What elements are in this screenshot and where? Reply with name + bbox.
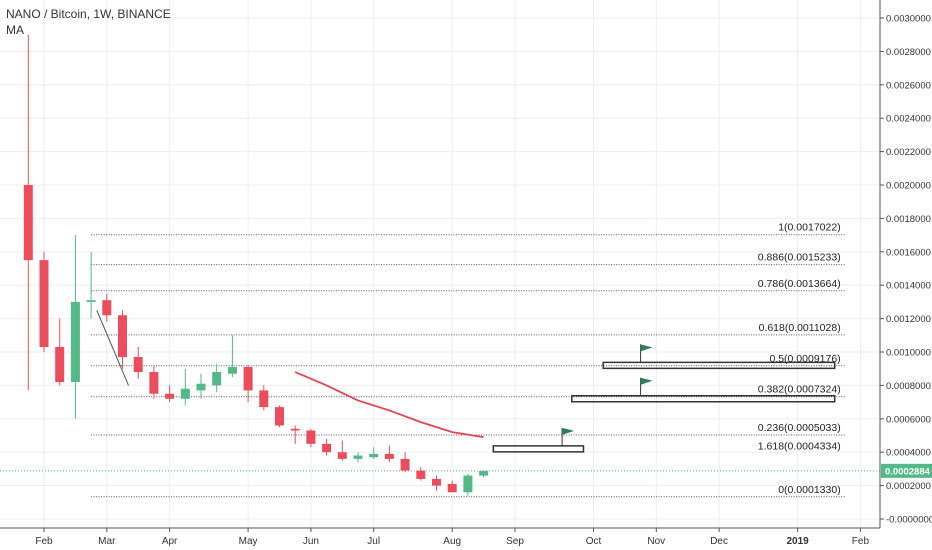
target-box [492, 445, 585, 453]
y-tick-label: 0.0016000 [886, 247, 931, 258]
y-tick-label: 0.0018000 [886, 214, 931, 225]
candle-body [243, 367, 253, 391]
ma-line [294, 371, 484, 439]
target-box [602, 361, 836, 370]
candle-body [133, 357, 143, 373]
y-tick-label: 0.0014000 [886, 281, 931, 292]
y-tick-label: 0.0030000 [886, 14, 931, 25]
y-tick-label: 0.0008000 [886, 381, 931, 392]
y-tick-label: 0.0024000 [886, 114, 931, 125]
y-tick-label: 0.0004000 [886, 448, 931, 459]
candle-body [322, 443, 332, 453]
x-tick-label: Aug [443, 536, 461, 547]
y-tick-label: 0.0012000 [886, 314, 931, 325]
target-box [571, 395, 836, 403]
indicator-label: MA [6, 23, 24, 37]
y-tick-label: 0.0028000 [886, 47, 931, 58]
candle-body [55, 346, 65, 383]
fib-level-label: 0.618(0.0011028) [759, 322, 841, 334]
candle-body [306, 430, 316, 444]
y-tick-label: 0.0006000 [886, 414, 931, 425]
current-price-label: 0.0002884 [885, 466, 931, 477]
flag-icon [640, 377, 653, 385]
candle-body [479, 470, 489, 476]
candle-body [463, 475, 473, 493]
flag-icon [562, 427, 575, 435]
candle-body [149, 372, 159, 394]
candle-body [353, 455, 363, 459]
x-tick-label: Feb [35, 536, 53, 547]
x-tick-label: Mar [98, 536, 116, 547]
trend-line [96, 310, 129, 386]
candle-body [212, 372, 222, 386]
candle-body [39, 260, 49, 347]
fib-level-label: 0.786(0.0013664) [758, 278, 841, 290]
x-tick-label: Apr [162, 536, 178, 547]
candle-body [165, 393, 175, 399]
candle-body [196, 383, 206, 391]
grid-layer [0, 0, 880, 528]
x-tick-label: Nov [647, 536, 665, 547]
candle-body [275, 407, 284, 426]
y-tick-label: -0.0000000 [886, 515, 932, 526]
candle-body [180, 388, 190, 399]
x-tick-label: Jun [303, 536, 319, 547]
candle-body [432, 478, 441, 486]
candle-body [337, 452, 347, 459]
fib-level-label: 0.382(0.0007324) [758, 384, 841, 396]
candle-body [23, 185, 33, 261]
x-tick-label: Feb [852, 536, 870, 547]
target-box-layer[interactable] [492, 344, 836, 453]
flag-icon [640, 344, 653, 352]
x-tick-label: Sep [506, 536, 524, 547]
candle-body [416, 470, 426, 479]
legend: NANO / Bitcoin, 1W, BINANCE MA [6, 6, 171, 38]
fib-level-label: 0(0.0001330) [778, 484, 840, 496]
candle-body [70, 301, 80, 383]
ma-layer [294, 371, 484, 439]
fib-layer: 1(0.0017022) 0.886(0.0015233) 0.786(0.0013… [0, 222, 880, 498]
candle-body [86, 300, 96, 302]
candle-body [227, 367, 237, 374]
current-price-badge [881, 463, 932, 478]
x-tick-label: Oct [586, 536, 602, 547]
candle-body [400, 458, 410, 471]
candle-layer [23, 34, 489, 496]
y-tick-label: 0.0002000 [886, 481, 931, 492]
y-tick-label: 0.0010000 [886, 348, 931, 359]
candle-body [384, 453, 394, 459]
candle-body [447, 483, 457, 493]
x-tick-label: Jul [367, 536, 380, 547]
x-tick-label: 2019 [786, 536, 809, 547]
x-tick-label: Dec [710, 536, 728, 547]
y-tick-label: 0.0020000 [886, 181, 931, 192]
y-tick-label: 0.0022000 [886, 147, 931, 158]
chart-title: NANO / Bitcoin, 1W, BINANCE [6, 7, 171, 21]
candle-body [259, 390, 269, 408]
candle-body [118, 315, 127, 358]
fib-level-label: 1(0.0017022) [778, 222, 840, 234]
fib-level-label: 0.236(0.0005033) [758, 422, 841, 434]
fib-level-label: 0.886(0.0015233) [758, 252, 841, 264]
x-tick-label: May [239, 536, 258, 547]
candle-body [102, 300, 112, 316]
candle-body [290, 428, 300, 431]
y-tick-label: 0.0026000 [886, 80, 931, 91]
extension-level-label: 1.618(0.0004334) [758, 441, 841, 453]
candle-body [369, 453, 379, 458]
